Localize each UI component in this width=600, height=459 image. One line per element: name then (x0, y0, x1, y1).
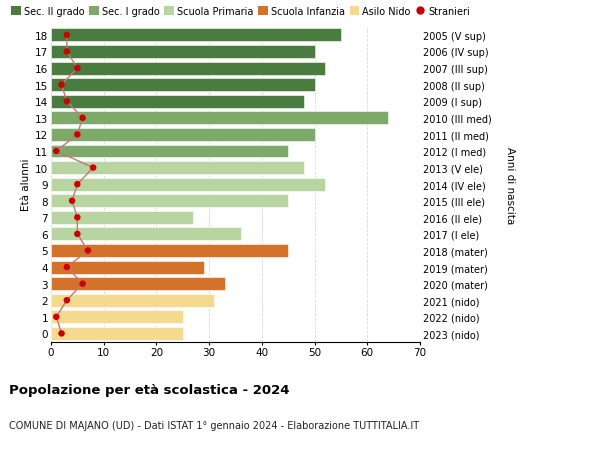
Bar (51, 228, 241, 241)
Bar (51, 311, 183, 324)
Point (73, 231, 82, 238)
Point (57, 330, 67, 337)
Bar (51, 261, 204, 274)
Bar (51, 145, 288, 158)
Text: COMUNE DI MAJANO (UD) - Dati ISTAT 1° gennaio 2024 - Elaborazione TUTTITALIA.IT: COMUNE DI MAJANO (UD) - Dati ISTAT 1° ge… (9, 420, 419, 430)
Point (62, 32, 71, 39)
Bar (51, 278, 225, 291)
Point (78, 115, 88, 122)
Point (62, 49, 71, 56)
Bar (51, 178, 325, 191)
Text: Popolazione per età scolastica - 2024: Popolazione per età scolastica - 2024 (9, 383, 290, 396)
Y-axis label: Età alunni: Età alunni (21, 158, 31, 211)
Bar (51, 195, 288, 208)
Bar (51, 79, 314, 92)
Bar (51, 112, 388, 125)
Point (62, 264, 71, 271)
Point (73, 65, 82, 73)
Point (73, 214, 82, 222)
Bar (51, 294, 214, 307)
Y-axis label: Anni di nascita: Anni di nascita (505, 146, 515, 223)
Bar (51, 29, 341, 42)
Point (78, 280, 88, 288)
Bar (51, 327, 183, 340)
Bar (51, 129, 314, 141)
Bar (51, 46, 314, 59)
Legend: Sec. II grado, Sec. I grado, Scuola Primaria, Scuola Infanzia, Asilo Nido, Stran: Sec. II grado, Sec. I grado, Scuola Prim… (11, 7, 470, 17)
Point (88, 164, 98, 172)
Point (73, 181, 82, 188)
Point (52, 148, 61, 155)
Point (52, 313, 61, 321)
Bar (51, 245, 288, 257)
Point (67, 198, 77, 205)
Bar (51, 212, 193, 224)
Bar (51, 62, 325, 75)
Point (62, 297, 71, 304)
Point (83, 247, 93, 255)
Point (62, 98, 71, 106)
Bar (51, 162, 304, 175)
Bar (51, 95, 304, 108)
Point (73, 131, 82, 139)
Point (57, 82, 67, 89)
